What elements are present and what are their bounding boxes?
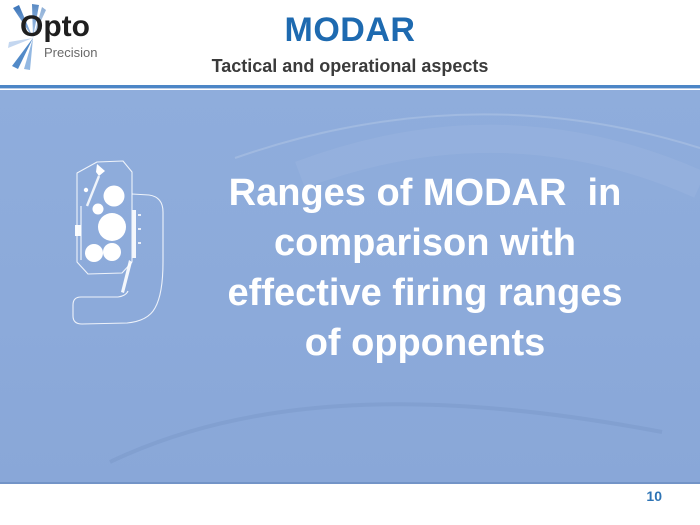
slide-header: Opto Precision MODAR Tactical and operat… bbox=[0, 0, 700, 85]
opto-precision-logo: Opto Precision bbox=[8, 4, 118, 70]
headline-line-4: of opponents bbox=[304, 322, 546, 364]
slide-footer: 10 bbox=[0, 484, 700, 525]
slide-headline: Ranges of MODAR in comparison with effec… bbox=[180, 168, 670, 368]
headline-line-3: effective firing ranges bbox=[227, 272, 623, 314]
header-divider-line bbox=[0, 85, 700, 89]
page-number: 10 bbox=[646, 488, 662, 504]
modar-device-outline-icon bbox=[72, 160, 164, 325]
logo-brand-text: Opto bbox=[20, 10, 90, 43]
headline-line-1: Ranges of MODAR in bbox=[228, 172, 622, 214]
slide-title: MODAR bbox=[284, 11, 416, 49]
light-rays-icon bbox=[8, 4, 46, 70]
logo-subbrand-text: Precision bbox=[44, 45, 98, 60]
headline-line-2: comparison with bbox=[274, 222, 576, 264]
content-panel: Ranges of MODAR in comparison with effec… bbox=[0, 90, 700, 484]
slide-subtitle: Tactical and operational aspects bbox=[211, 56, 489, 76]
